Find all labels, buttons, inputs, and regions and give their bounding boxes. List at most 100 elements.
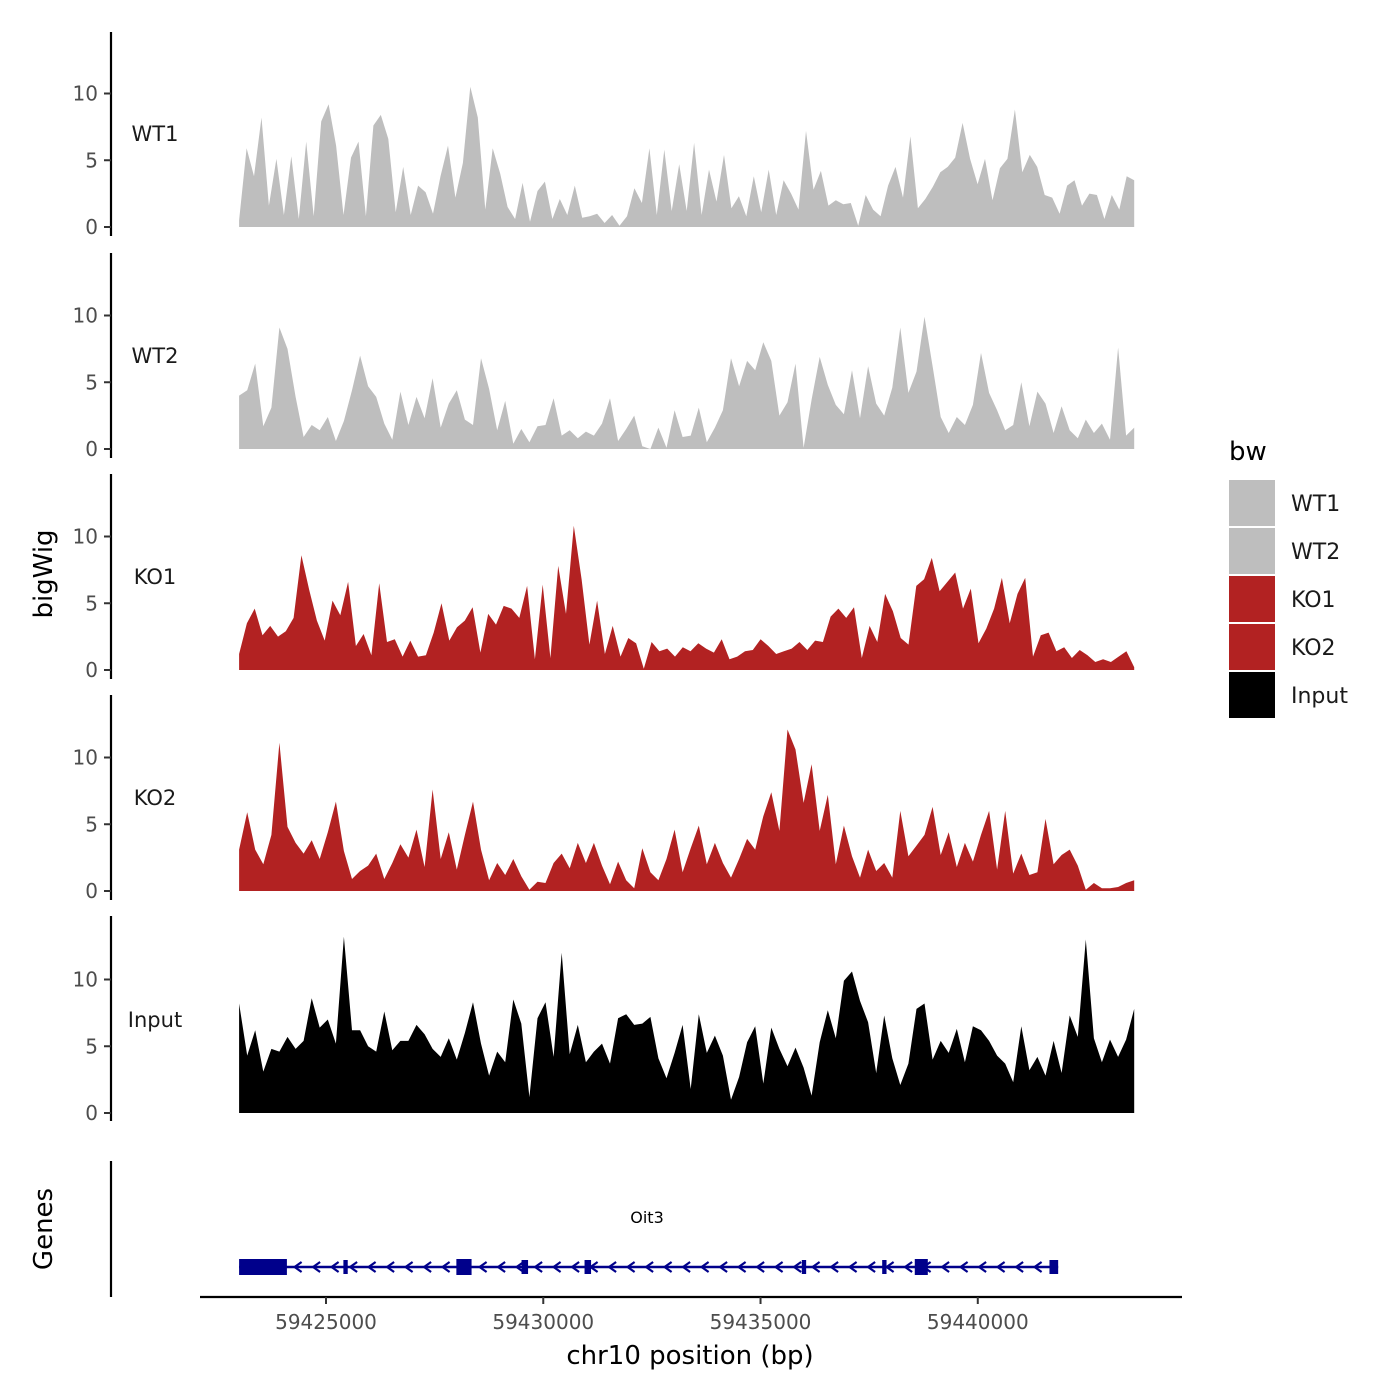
track-wt1: 0 5 10 WT1 (73, 32, 1135, 239)
strand-arrow (958, 1261, 969, 1273)
legend: bw WT1 WT2 KO1 KO2 Input (1229, 437, 1348, 718)
tracks-layer: 0 5 10 WT1 0 5 10 WT2 0 5 10 KO1 0 5 10 KO2 0 5 10 Input (73, 32, 1135, 1125)
track-ko1: 0 5 10 KO1 (73, 474, 1135, 682)
y-tick-label: 10 (73, 82, 98, 106)
strand-arrow (884, 1261, 895, 1273)
gene-name-label: Oit3 (630, 1208, 664, 1227)
y-axis-title: bigWig (29, 529, 59, 618)
strand-arrow (699, 1261, 710, 1273)
x-tick-label: 59440000 (927, 1310, 1029, 1334)
strand-arrow (348, 1261, 358, 1273)
gene-exon (521, 1260, 529, 1274)
y-tick-label: 5 (85, 1034, 98, 1058)
strand-arrow (329, 1261, 340, 1273)
strand-arrow (736, 1261, 747, 1273)
x-axis: 59425000 59430000 59435000 59440000 (275, 1297, 1029, 1334)
legend-swatch-ko1 (1229, 576, 1275, 622)
genes-axis-title: Genes (29, 1188, 59, 1270)
series-area-input (239, 936, 1135, 1113)
strand-arrow (551, 1261, 562, 1273)
strand-arrow (311, 1261, 321, 1273)
x-tick-label: 59425000 (275, 1310, 377, 1334)
y-tick-label: 10 (73, 525, 98, 549)
gene-exon (343, 1260, 348, 1274)
strand-arrow (829, 1261, 839, 1273)
strand-arrow (977, 1261, 987, 1273)
strand-arrow (607, 1261, 617, 1273)
strand-arrow (644, 1261, 654, 1273)
y-tick-label: 5 (85, 591, 98, 615)
strand-arrow (292, 1261, 303, 1273)
track-label: KO2 (134, 786, 177, 810)
track-label: WT1 (132, 122, 179, 146)
gene-exon (801, 1260, 807, 1274)
strand-arrow (940, 1261, 950, 1273)
legend-entries: WT1 WT2 KO1 KO2 Input (1229, 480, 1348, 718)
legend-swatch-wt2 (1229, 528, 1275, 574)
track-label: Input (128, 1008, 182, 1032)
strand-arrow (810, 1261, 821, 1273)
strand-arrow (1032, 1261, 1043, 1273)
series-area-wt2 (239, 316, 1135, 449)
y-tick-label: 0 (85, 215, 98, 239)
legend-label-wt1: WT1 (1291, 492, 1340, 517)
strand-arrow (385, 1261, 395, 1273)
strand-arrow (662, 1261, 673, 1273)
x-tick-label: 59435000 (710, 1310, 812, 1334)
series-area-ko1 (239, 525, 1135, 670)
legend-swatch-input (1229, 672, 1275, 718)
strand-arrow (533, 1261, 543, 1273)
y-tick-label: 0 (85, 879, 98, 903)
strand-arrow (366, 1261, 377, 1273)
y-tick-label: 0 (85, 437, 98, 461)
strand-arrow (440, 1261, 451, 1273)
strand-arrow (847, 1261, 858, 1273)
track-input: 0 5 10 Input (73, 916, 1135, 1125)
y-tick-label: 0 (85, 658, 98, 682)
track-label: WT2 (132, 344, 179, 368)
strand-arrow (681, 1261, 691, 1273)
legend-swatch-ko2 (1229, 624, 1275, 670)
y-tick-label: 10 (73, 746, 98, 770)
legend-label-input: Input (1291, 684, 1348, 709)
strand-arrow (477, 1261, 488, 1273)
legend-swatch-wt1 (1229, 480, 1275, 526)
strand-arrow (422, 1261, 432, 1273)
strand-arrow (625, 1261, 636, 1273)
strand-arrow (570, 1261, 580, 1273)
strand-arrow (866, 1261, 876, 1273)
strand-arrow (514, 1261, 525, 1273)
series-area-wt1 (239, 86, 1135, 227)
legend-label-ko1: KO1 (1291, 588, 1336, 613)
gene-exon (914, 1259, 928, 1275)
strand-arrow (903, 1261, 913, 1273)
gene-exon (882, 1260, 887, 1274)
gene-exon (584, 1260, 592, 1274)
strand-arrow (995, 1261, 1006, 1273)
legend-title: bw (1229, 437, 1267, 467)
strand-arrow (403, 1261, 414, 1273)
gene-exon (239, 1259, 287, 1275)
track-wt2: 0 5 10 WT2 (73, 253, 1135, 461)
x-axis-title: chr10 position (bp) (566, 1341, 813, 1371)
x-tick-label: 59430000 (492, 1310, 594, 1334)
gene-exon (456, 1259, 472, 1275)
strand-arrow (718, 1261, 728, 1273)
y-tick-label: 5 (85, 812, 98, 836)
strand-arrow (792, 1261, 802, 1273)
track-ko2: 0 5 10 KO2 (73, 695, 1135, 903)
strand-arrow (755, 1261, 765, 1273)
y-tick-label: 5 (85, 148, 98, 172)
series-area-ko2 (239, 729, 1135, 891)
strand-arrow (496, 1261, 506, 1273)
strand-arrow (1014, 1261, 1024, 1273)
gene-track: Oit3 (109, 1161, 1059, 1297)
track-label: KO1 (134, 565, 177, 589)
gene-exon (1049, 1260, 1059, 1274)
legend-label-wt2: WT2 (1291, 540, 1340, 565)
legend-label-ko2: KO2 (1291, 636, 1336, 661)
y-tick-label: 0 (85, 1101, 98, 1125)
y-tick-label: 10 (73, 304, 98, 328)
strand-arrow (773, 1261, 784, 1273)
